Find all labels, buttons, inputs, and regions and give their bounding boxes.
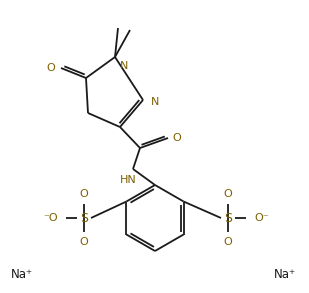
Text: ⁻O: ⁻O [43, 213, 58, 223]
Text: Na⁺: Na⁺ [11, 268, 33, 282]
Text: O: O [80, 189, 88, 199]
Text: O: O [224, 189, 232, 199]
Text: S: S [224, 212, 232, 224]
Text: Na⁺: Na⁺ [274, 268, 296, 282]
Text: HN: HN [120, 175, 136, 185]
Text: N: N [151, 97, 159, 107]
Text: N: N [120, 61, 128, 71]
Text: O: O [46, 63, 55, 73]
Text: O: O [172, 133, 181, 143]
Text: O: O [80, 237, 88, 247]
Text: S: S [80, 212, 88, 224]
Text: O: O [224, 237, 232, 247]
Text: O⁻: O⁻ [254, 213, 269, 223]
